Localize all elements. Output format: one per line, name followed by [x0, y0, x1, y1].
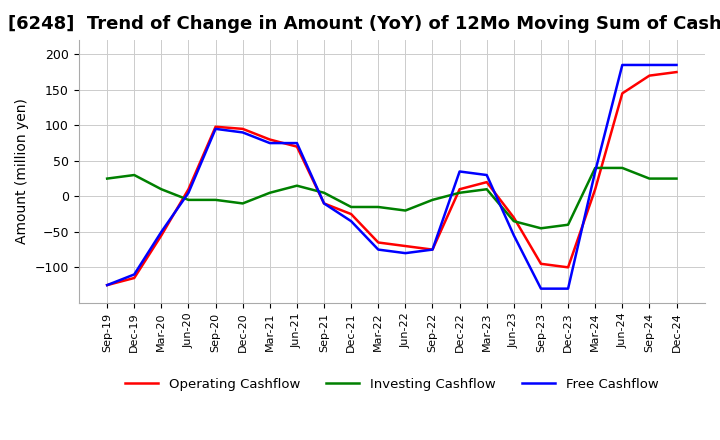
Free Cashflow	[347, 219, 356, 224]
Operating Cashflow	[455, 187, 464, 192]
Line: Free Cashflow: Free Cashflow	[107, 65, 677, 289]
Free Cashflow	[130, 272, 138, 277]
Operating Cashflow	[184, 187, 193, 192]
Operating Cashflow	[130, 275, 138, 281]
Operating Cashflow	[510, 215, 518, 220]
Investing Cashflow	[564, 222, 572, 227]
Operating Cashflow	[374, 240, 382, 245]
Investing Cashflow	[292, 183, 301, 188]
Title: [6248]  Trend of Change in Amount (YoY) of 12Mo Moving Sum of Cashflows: [6248] Trend of Change in Amount (YoY) o…	[8, 15, 720, 33]
Free Cashflow	[320, 201, 328, 206]
Free Cashflow	[645, 62, 654, 68]
Free Cashflow	[591, 169, 600, 174]
Investing Cashflow	[618, 165, 626, 171]
Operating Cashflow	[292, 144, 301, 149]
Operating Cashflow	[238, 126, 247, 132]
Operating Cashflow	[482, 180, 491, 185]
Free Cashflow	[374, 247, 382, 252]
Operating Cashflow	[103, 282, 112, 288]
Investing Cashflow	[374, 204, 382, 209]
Investing Cashflow	[266, 190, 274, 195]
Free Cashflow	[564, 286, 572, 291]
Free Cashflow	[672, 62, 681, 68]
Operating Cashflow	[266, 137, 274, 142]
Operating Cashflow	[320, 201, 328, 206]
Free Cashflow	[428, 247, 437, 252]
Free Cashflow	[103, 282, 112, 288]
Investing Cashflow	[184, 197, 193, 202]
Operating Cashflow	[211, 124, 220, 129]
Legend: Operating Cashflow, Investing Cashflow, Free Cashflow: Operating Cashflow, Investing Cashflow, …	[120, 373, 664, 396]
Line: Investing Cashflow: Investing Cashflow	[107, 168, 677, 228]
Investing Cashflow	[130, 172, 138, 178]
Free Cashflow	[618, 62, 626, 68]
Free Cashflow	[184, 190, 193, 195]
Operating Cashflow	[536, 261, 545, 267]
Free Cashflow	[455, 169, 464, 174]
Free Cashflow	[401, 250, 410, 256]
Investing Cashflow	[510, 219, 518, 224]
Investing Cashflow	[320, 190, 328, 195]
Investing Cashflow	[103, 176, 112, 181]
Operating Cashflow	[618, 91, 626, 96]
Investing Cashflow	[211, 197, 220, 202]
Free Cashflow	[266, 140, 274, 146]
Free Cashflow	[211, 126, 220, 132]
Free Cashflow	[292, 140, 301, 146]
Operating Cashflow	[157, 233, 166, 238]
Operating Cashflow	[645, 73, 654, 78]
Operating Cashflow	[401, 243, 410, 249]
Investing Cashflow	[238, 201, 247, 206]
Investing Cashflow	[482, 187, 491, 192]
Free Cashflow	[510, 233, 518, 238]
Line: Operating Cashflow: Operating Cashflow	[107, 72, 677, 285]
Free Cashflow	[157, 229, 166, 235]
Y-axis label: Amount (million yen): Amount (million yen)	[15, 99, 29, 244]
Operating Cashflow	[428, 247, 437, 252]
Operating Cashflow	[672, 70, 681, 75]
Investing Cashflow	[645, 176, 654, 181]
Investing Cashflow	[428, 197, 437, 202]
Investing Cashflow	[672, 176, 681, 181]
Investing Cashflow	[536, 226, 545, 231]
Investing Cashflow	[157, 187, 166, 192]
Operating Cashflow	[564, 265, 572, 270]
Operating Cashflow	[591, 187, 600, 192]
Free Cashflow	[238, 130, 247, 135]
Operating Cashflow	[347, 212, 356, 217]
Investing Cashflow	[455, 190, 464, 195]
Free Cashflow	[482, 172, 491, 178]
Investing Cashflow	[347, 204, 356, 209]
Investing Cashflow	[401, 208, 410, 213]
Investing Cashflow	[591, 165, 600, 171]
Free Cashflow	[536, 286, 545, 291]
